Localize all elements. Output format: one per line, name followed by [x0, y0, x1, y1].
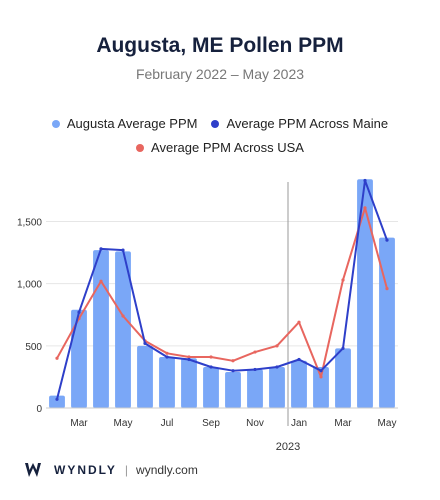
legend-swatch-maine — [211, 119, 220, 128]
x-tick-label: Mar — [334, 418, 352, 429]
line-point — [165, 355, 169, 359]
line-point — [231, 359, 235, 363]
bar — [379, 237, 395, 408]
line-point — [121, 248, 125, 252]
line-point — [55, 397, 59, 401]
legend-swatch-augusta — [51, 119, 60, 128]
bar — [225, 371, 241, 408]
line-point — [385, 238, 389, 242]
line-point — [363, 206, 367, 210]
line-point — [297, 357, 301, 362]
line-point — [187, 357, 191, 362]
line-point — [99, 279, 103, 283]
bar — [137, 345, 153, 408]
bar — [291, 360, 307, 408]
legend-label-maine: Average PPM Across Maine — [226, 116, 389, 131]
legend-label-augusta: Augusta Average PPM — [66, 116, 198, 131]
year-label: 2023 — [276, 441, 300, 453]
bar — [181, 358, 197, 408]
y-tick-label: 0 — [36, 404, 42, 415]
chart-title: Augusta, ME Pollen PPM — [96, 34, 344, 57]
legend-item-augusta: Augusta Average PPM — [51, 116, 198, 131]
line-point — [363, 178, 367, 183]
legend-label-usa: Average PPM Across USA — [151, 140, 304, 155]
bar — [247, 369, 263, 408]
line-point — [319, 375, 323, 379]
y-tick-label: 1,000 — [17, 280, 42, 291]
line-point — [209, 365, 213, 369]
bar — [159, 357, 175, 408]
x-tick-label: May — [114, 418, 133, 429]
line-point — [275, 365, 279, 369]
x-tick-label: Sep — [202, 418, 220, 429]
legend-row-2: Average PPM Across USA — [0, 140, 440, 155]
line-point — [341, 278, 345, 282]
legend-row-1: Augusta Average PPM Average PPM Across M… — [0, 116, 440, 131]
line-point — [209, 355, 213, 359]
x-tick-label: May — [378, 418, 397, 429]
line-point — [275, 344, 279, 348]
y-tick-label: 500 — [25, 342, 42, 353]
line-point — [297, 320, 301, 324]
bar — [269, 366, 285, 408]
line-point — [143, 341, 147, 345]
line-point — [121, 314, 125, 318]
footer: WYNDLY | wyndly.com — [24, 462, 198, 478]
x-tick-label: Mar — [70, 418, 88, 429]
line-point — [165, 351, 169, 355]
x-tick-label: Jul — [161, 418, 174, 429]
chart-plot: 0 500 1,000 1,500 Mar May Jul Sep Nov Jan Mar May 20… — [17, 178, 398, 453]
legend-item-maine: Average PPM Across Maine — [211, 116, 388, 131]
bar — [357, 179, 373, 408]
line-point — [253, 350, 257, 354]
line-point — [319, 369, 323, 373]
wyndly-logo-icon — [25, 463, 41, 477]
y-tick-label: 1,500 — [17, 218, 42, 229]
chart-subtitle: February 2022 – May 2023 — [135, 66, 305, 82]
line-point — [231, 369, 235, 373]
line-point — [77, 310, 81, 314]
footer-link[interactable]: wyndly.com — [136, 463, 198, 477]
series-line — [56, 179, 388, 400]
bar — [115, 251, 131, 408]
line-point — [385, 287, 389, 291]
bar — [335, 348, 351, 408]
x-tick-label: Jan — [291, 418, 307, 429]
bar — [203, 366, 219, 408]
line-point — [187, 355, 191, 359]
bar — [71, 309, 87, 408]
bar — [313, 366, 329, 408]
legend-swatch-usa — [136, 143, 145, 152]
bar — [49, 395, 65, 408]
footer-separator: | — [124, 463, 129, 477]
footer-brand: WYNDLY — [54, 463, 117, 477]
legend-item-usa: Average PPM Across USA — [136, 140, 304, 155]
series-line — [56, 206, 388, 378]
line-point — [55, 356, 59, 360]
line-point — [341, 346, 345, 350]
line-point — [99, 247, 103, 251]
x-tick-label: Nov — [246, 418, 264, 429]
bar — [93, 250, 109, 408]
line-point — [253, 367, 257, 372]
